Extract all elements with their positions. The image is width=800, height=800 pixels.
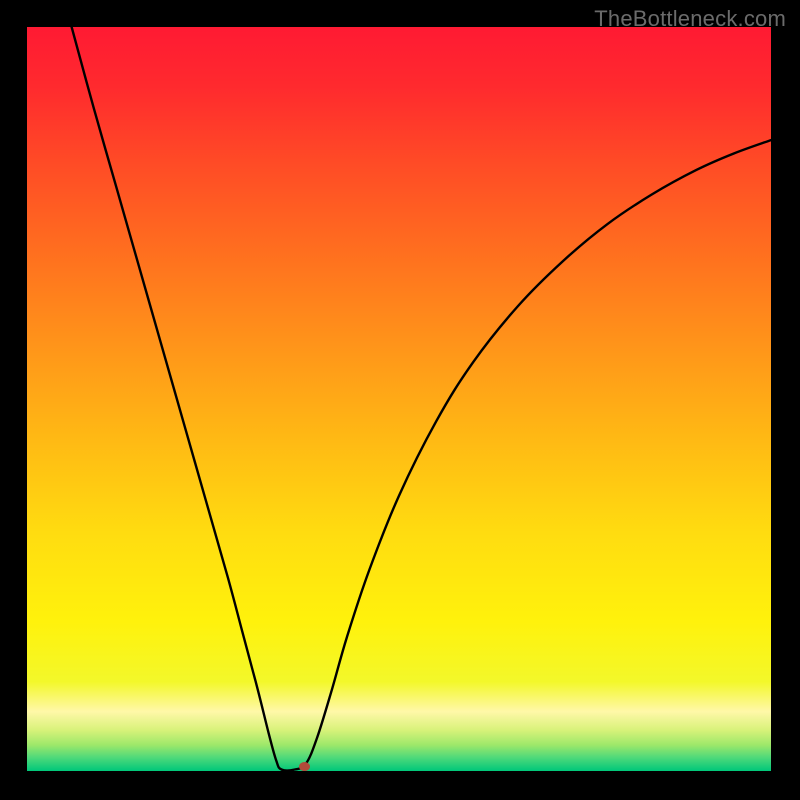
bottleneck-curve [72,27,771,771]
chart-curve-layer [27,27,771,771]
optimum-marker [299,762,310,771]
chart-plot-area [27,27,771,771]
watermark-text: TheBottleneck.com [594,6,786,32]
